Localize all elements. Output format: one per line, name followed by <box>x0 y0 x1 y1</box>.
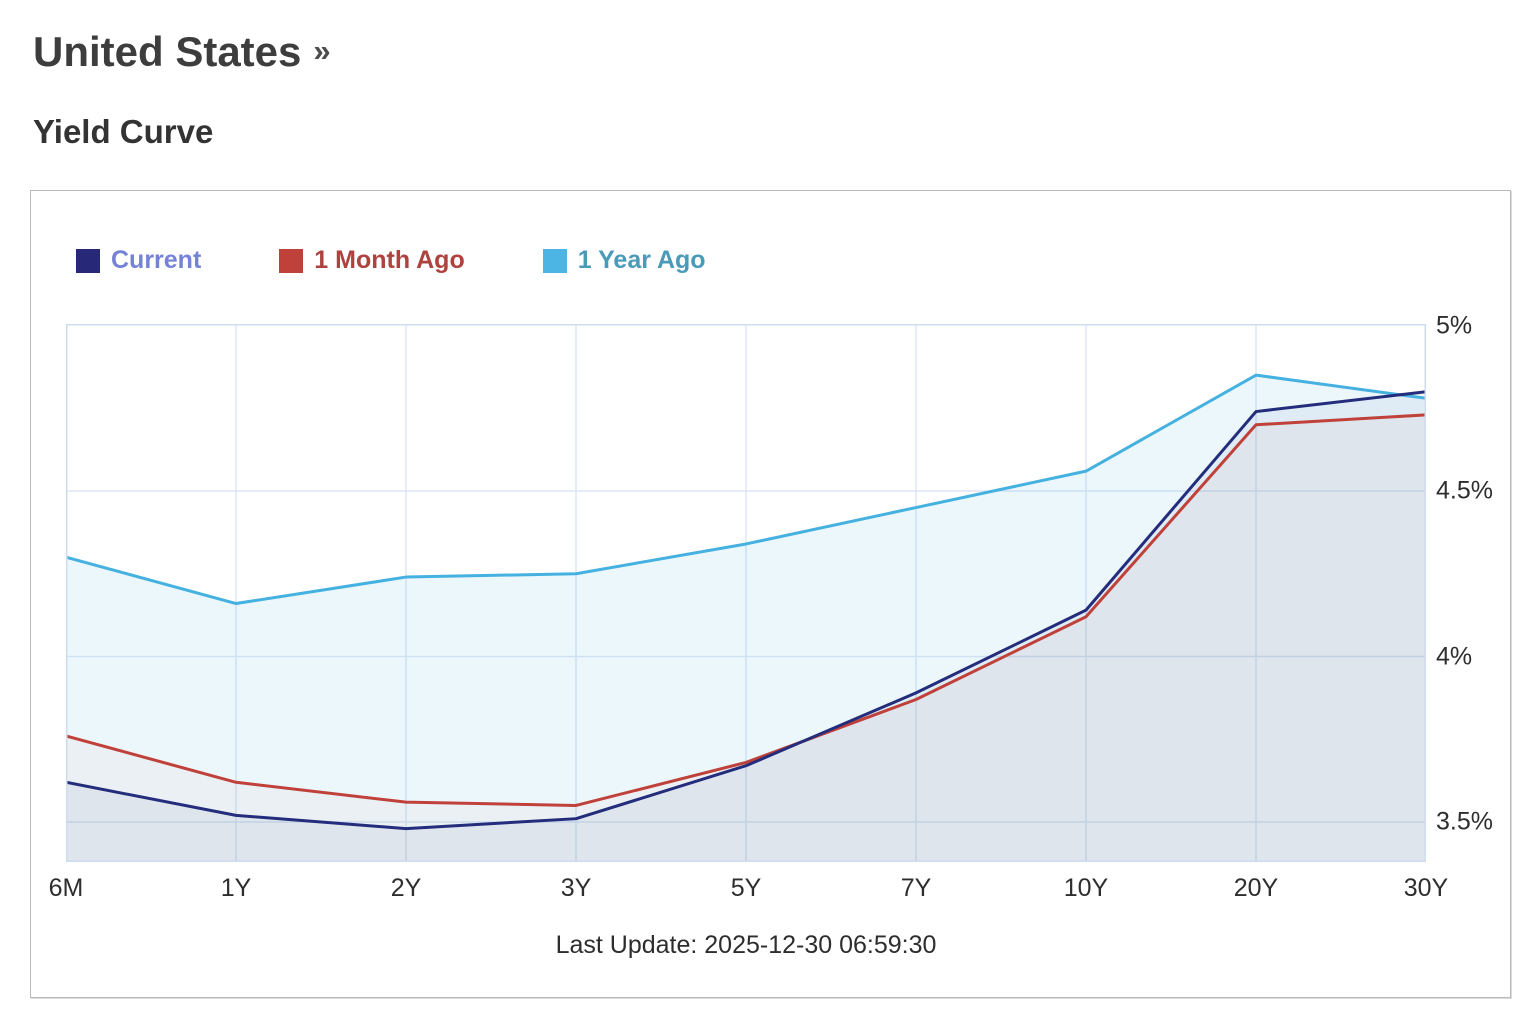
area-1-month-ago <box>66 414 1426 862</box>
chevron-right-icon[interactable]: » <box>313 33 331 68</box>
x-axis-label: 5Y <box>730 874 762 902</box>
line-1-month-ago[interactable] <box>66 413 1426 807</box>
y-axis-label: 4% <box>1436 642 1473 670</box>
x-axis-label: 6M <box>48 874 84 902</box>
y-axis-label: 5% <box>1436 311 1473 339</box>
chart-legend: Current 1 Month Ago 1 Year Ago <box>76 246 706 275</box>
x-axis-label: 20Y <box>1233 874 1279 902</box>
area-current <box>66 391 1426 862</box>
legend-swatch-1-year-ago <box>542 248 567 273</box>
legend-item-current[interactable]: Current <box>76 246 201 275</box>
y-axis-label: 4.5% <box>1436 476 1493 505</box>
x-axis-label: 2Y <box>390 874 422 902</box>
legend-swatch-1-month-ago <box>279 248 304 273</box>
x-axis-label: 3Y <box>560 874 592 902</box>
yield-curve-card: Current 1 Month Ago 1 Year Ago 5% 4.5% 4% 3… <box>30 190 1511 998</box>
legend-item-1-month-ago[interactable]: 1 Month Ago <box>279 246 465 275</box>
country-title-link[interactable]: United States <box>33 28 302 75</box>
yield-curve-plot[interactable] <box>66 324 1426 862</box>
legend-label: 1 Month Ago <box>314 246 465 274</box>
line-current[interactable] <box>66 390 1426 831</box>
line-1-year-ago[interactable] <box>66 373 1426 606</box>
chart-title: Yield Curve <box>33 113 214 150</box>
y-axis-label: 3.5% <box>1436 807 1493 836</box>
legend-label: 1 Year Ago <box>577 246 706 274</box>
last-update: Last Update: 2025-12-30 06:59:30 <box>555 931 937 959</box>
x-axis-label: 1Y <box>220 874 252 902</box>
legend-item-1-year-ago[interactable]: 1 Year Ago <box>542 246 706 275</box>
x-axis-label: 30Y <box>1403 874 1449 902</box>
area-1-year-ago <box>66 375 1426 862</box>
x-axis-label: 7Y <box>900 874 932 902</box>
x-axis-label: 10Y <box>1063 874 1109 902</box>
legend-label: Current <box>111 246 202 274</box>
legend-swatch-current <box>76 248 100 273</box>
plot-border <box>66 324 1426 862</box>
yield-curve-canvas[interactable] <box>66 324 1426 862</box>
page-title: United States » <box>33 28 331 76</box>
